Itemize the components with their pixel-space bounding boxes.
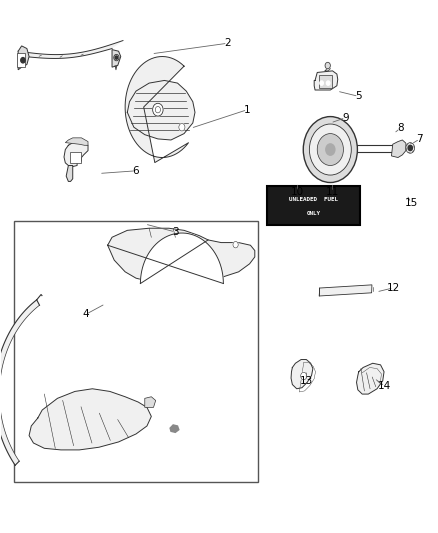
Polygon shape bbox=[112, 50, 121, 67]
Polygon shape bbox=[125, 56, 188, 163]
Text: 3: 3 bbox=[172, 227, 179, 237]
Bar bbox=[14, 221, 258, 482]
Polygon shape bbox=[18, 41, 123, 59]
Text: 8: 8 bbox=[397, 123, 403, 133]
Polygon shape bbox=[325, 67, 330, 71]
Text: ONLY: ONLY bbox=[307, 211, 321, 216]
Circle shape bbox=[179, 124, 185, 131]
Text: 12: 12 bbox=[387, 283, 400, 293]
Polygon shape bbox=[291, 360, 313, 389]
Polygon shape bbox=[314, 71, 338, 90]
Bar bbox=[17, 53, 25, 67]
Polygon shape bbox=[66, 165, 73, 181]
Polygon shape bbox=[319, 285, 372, 296]
Text: 11: 11 bbox=[326, 187, 339, 197]
Polygon shape bbox=[170, 425, 179, 432]
Circle shape bbox=[406, 143, 415, 154]
Circle shape bbox=[115, 56, 118, 59]
Text: 2: 2 bbox=[224, 38, 231, 48]
Circle shape bbox=[309, 124, 351, 175]
Circle shape bbox=[300, 372, 307, 379]
Circle shape bbox=[233, 241, 238, 248]
Polygon shape bbox=[108, 228, 255, 284]
Circle shape bbox=[325, 62, 330, 69]
Text: UNLEADED  FUEL: UNLEADED FUEL bbox=[290, 197, 339, 203]
Circle shape bbox=[326, 81, 330, 85]
Bar bbox=[318, 75, 332, 88]
Circle shape bbox=[21, 58, 25, 63]
Polygon shape bbox=[64, 143, 88, 166]
Polygon shape bbox=[18, 46, 29, 70]
Polygon shape bbox=[127, 80, 195, 140]
Text: 7: 7 bbox=[417, 134, 423, 144]
Text: 4: 4 bbox=[82, 309, 89, 319]
Polygon shape bbox=[392, 140, 406, 158]
Polygon shape bbox=[357, 364, 384, 394]
Circle shape bbox=[303, 117, 357, 182]
Text: 5: 5 bbox=[355, 91, 362, 101]
Text: 13: 13 bbox=[300, 376, 313, 386]
Polygon shape bbox=[29, 389, 151, 450]
Circle shape bbox=[408, 146, 413, 151]
Polygon shape bbox=[141, 233, 223, 284]
Polygon shape bbox=[65, 138, 88, 146]
Text: 15: 15 bbox=[404, 198, 418, 208]
Circle shape bbox=[317, 134, 343, 165]
Text: 1: 1 bbox=[244, 104, 251, 115]
Text: 9: 9 bbox=[343, 112, 349, 123]
Circle shape bbox=[152, 103, 163, 116]
Text: 6: 6 bbox=[133, 166, 139, 176]
Polygon shape bbox=[0, 300, 39, 465]
Circle shape bbox=[320, 81, 323, 85]
Text: 14: 14 bbox=[378, 381, 392, 391]
Circle shape bbox=[325, 143, 336, 156]
FancyBboxPatch shape bbox=[268, 185, 360, 224]
Bar bbox=[70, 152, 81, 163]
Text: 10: 10 bbox=[291, 187, 304, 197]
Polygon shape bbox=[145, 397, 155, 407]
